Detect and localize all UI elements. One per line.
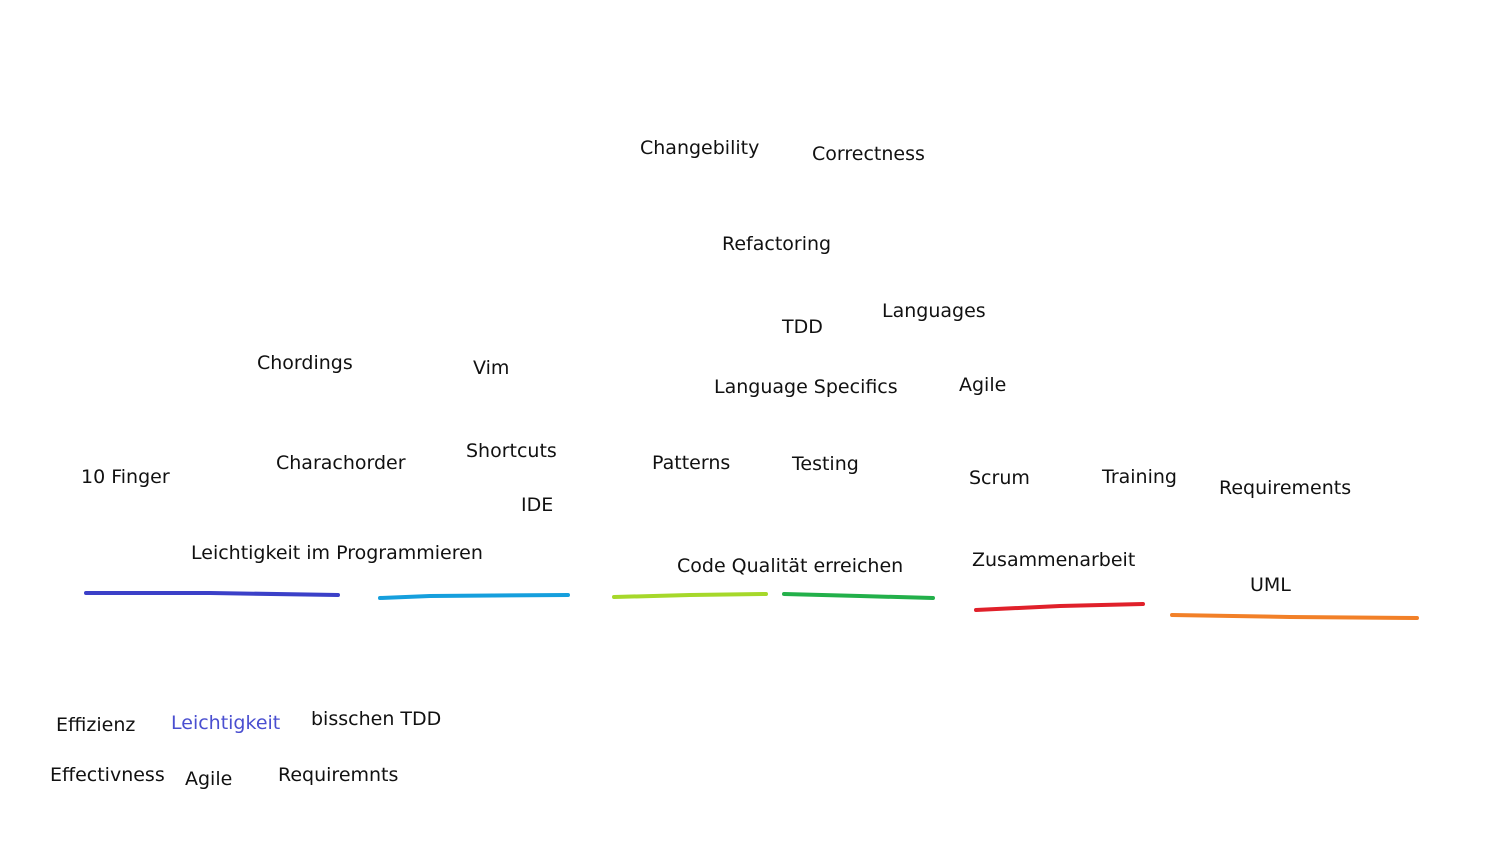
- word-zusammenarbeit: Zusammenarbeit: [972, 549, 1136, 571]
- word-correctness: Correctness: [812, 143, 925, 165]
- word-languages: Languages: [882, 300, 986, 322]
- word-testing: Testing: [792, 453, 859, 475]
- word-agile-top: Agile: [959, 374, 1007, 396]
- word-leichtigkeit-im-programmieren: Leichtigkeit im Programmieren: [191, 542, 483, 564]
- word-uml: UML: [1250, 574, 1291, 596]
- word-code-qualitaet-erreichen: Code Qualität erreichen: [677, 555, 904, 577]
- word-vim: Vim: [473, 357, 510, 379]
- word-agile-bottom: Agile: [185, 768, 233, 790]
- word-effectivness: Effectivness: [50, 764, 165, 786]
- word-changebility: Changebility: [640, 137, 760, 159]
- word-bisschen-tdd: bisschen TDD: [311, 708, 442, 730]
- word-language-specifics: Language Specifics: [714, 376, 898, 398]
- word-charachorder: Charachorder: [276, 452, 406, 474]
- stroke-lime: [612, 592, 768, 599]
- stroke-green: [782, 592, 935, 600]
- word-shortcuts: Shortcuts: [466, 440, 557, 462]
- word-effizienz: Effizienz: [56, 714, 136, 736]
- stroke-light-blue: [378, 593, 570, 600]
- word-ide: IDE: [521, 494, 554, 516]
- stroke-dark-blue: [84, 591, 340, 597]
- word-10-finger: 10 Finger: [81, 466, 170, 488]
- word-chordings: Chordings: [257, 352, 353, 374]
- word-requirements: Requirements: [1219, 477, 1352, 499]
- word-requiremnts: Requiremnts: [278, 764, 399, 786]
- word-training: Training: [1102, 466, 1177, 488]
- word-refactoring: Refactoring: [722, 233, 832, 255]
- word-patterns: Patterns: [652, 452, 731, 474]
- word-scrum: Scrum: [969, 467, 1030, 489]
- word-leichtigkeit: Leichtigkeit: [171, 712, 281, 734]
- stroke-red: [974, 602, 1145, 612]
- word-tdd: TDD: [782, 316, 823, 338]
- stroke-orange: [1170, 613, 1419, 620]
